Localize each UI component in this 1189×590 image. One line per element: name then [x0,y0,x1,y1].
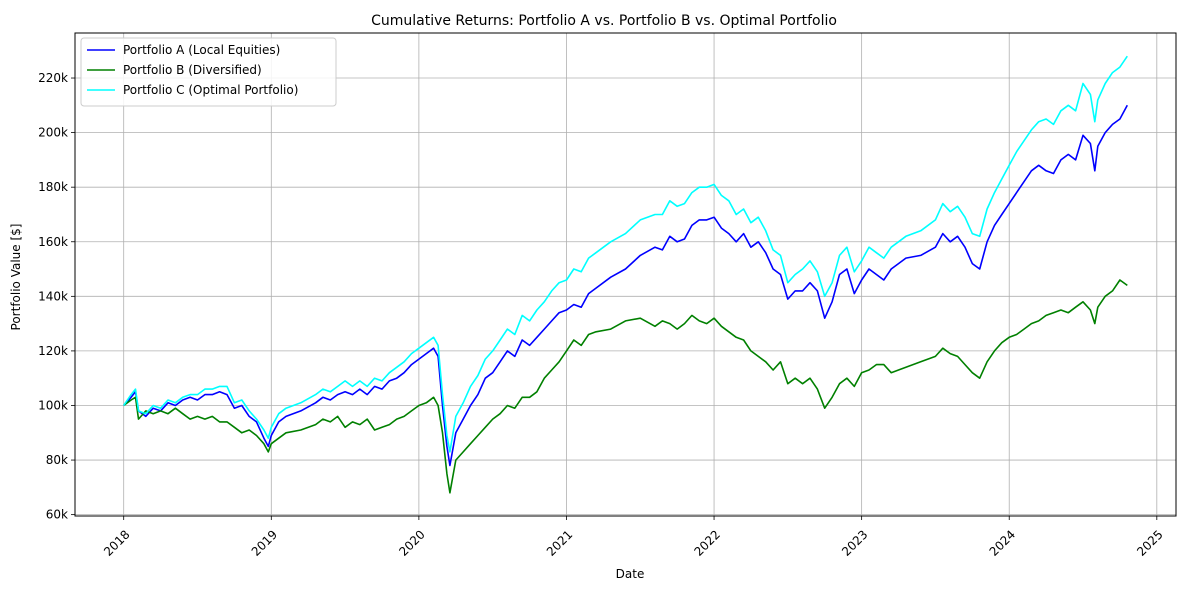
series-lines [123,55,1129,494]
legend-box [80,37,337,107]
y-axis-label: Portfolio Value [$] [9,224,23,331]
y-tick-label: 200k [38,126,68,140]
series-line-2 [123,279,1128,494]
series-line-3 [123,55,1128,453]
x-axis-label: Date [616,567,645,581]
legend: Portfolio A (Local Equities) Portfolio B … [80,37,337,107]
y-tick-label: 140k [38,289,68,303]
plot-frame [74,32,1177,517]
y-tick-label: 60k [46,508,68,522]
legend-entry: Portfolio A (Local Equities) [123,43,280,57]
y-tick-label: 180k [38,180,68,194]
y-tick-label: 120k [38,344,68,358]
legend-entry: Portfolio C (Optimal Portfolio) [123,83,298,97]
y-tick-label: 220k [38,71,68,85]
series-line-1 [123,104,1129,467]
chart-title: Cumulative Returns: Portfolio A vs. Port… [371,13,837,29]
y-tick-label: 100k [38,398,68,412]
legend-entry: Portfolio B (Diversified) [123,63,262,77]
y-tick-label: 160k [38,235,68,249]
y-tick-label: 80k [46,453,68,467]
